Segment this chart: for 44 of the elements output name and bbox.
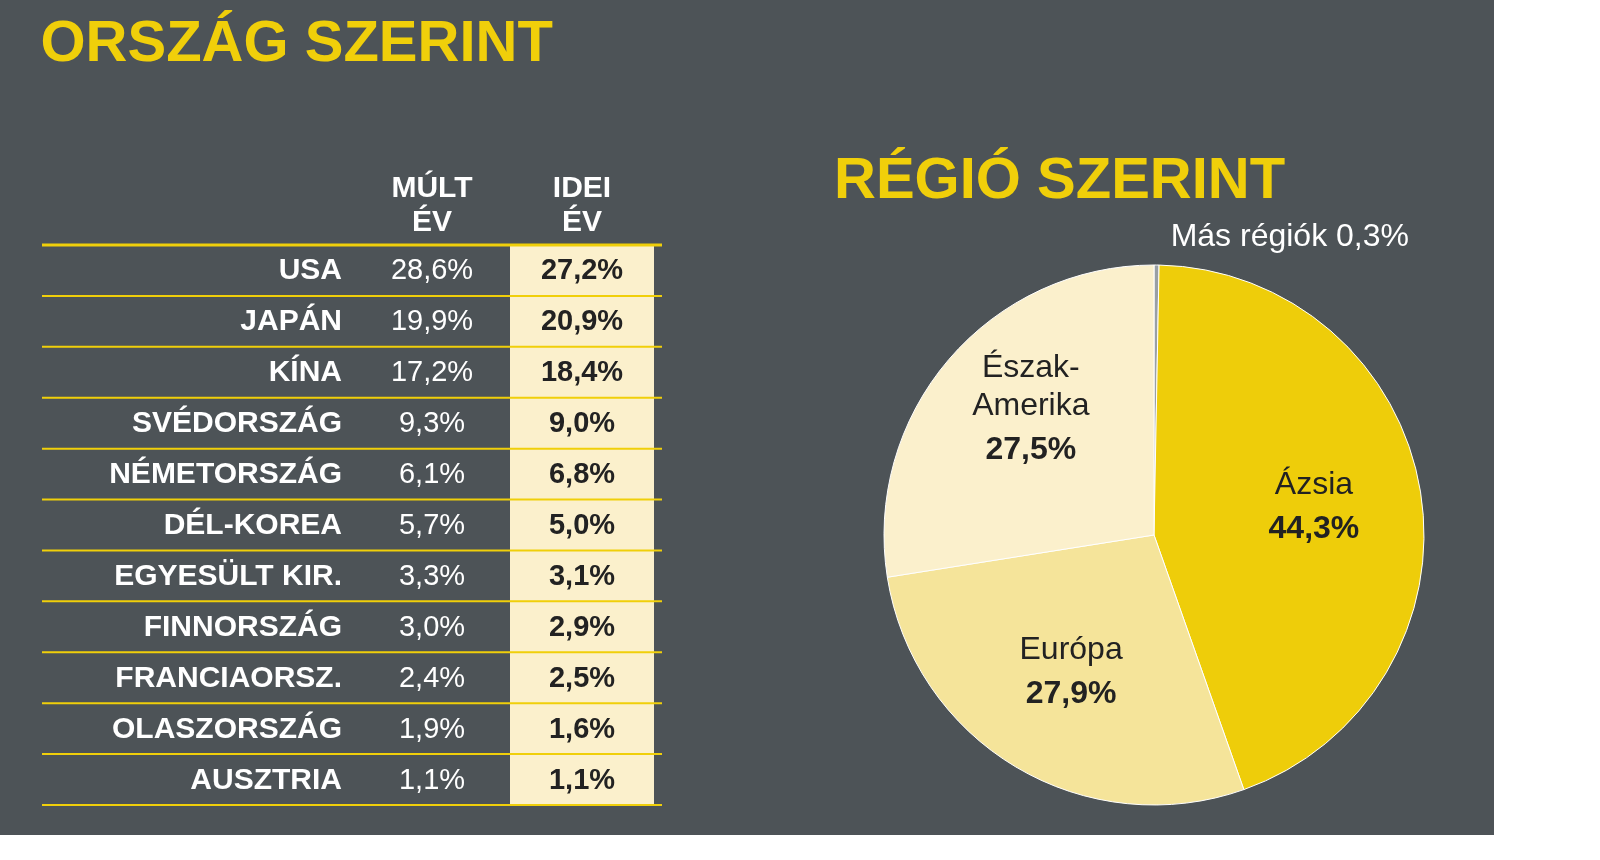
slice-label: Észak-Amerika [972,347,1090,422]
data-label: 1,1% [548,762,616,795]
category-label: EGYESÜLT KIR. [114,557,342,591]
data-label: 18,4% [540,355,624,388]
data-label: 2,5% [548,660,616,693]
data-label: 2,9% [548,609,616,642]
data-label: 27,2% [540,253,624,286]
data-label: 44,3% [1268,509,1360,546]
data-label: 6,8% [548,457,616,490]
series-label: IDEI ÉV [552,170,612,237]
category-label: NÉMETORSZÁG [109,456,342,490]
data-label: 5,7% [398,508,466,540]
slice-label: Más régiók 0,3% [1170,217,1409,254]
category-label: FINNORSZÁG [143,608,342,642]
data-label: 17,2% [390,355,474,388]
category-label: DÉL-KOREA [163,507,342,540]
data-label: 1,6% [548,711,616,744]
data-label: 9,0% [548,406,616,439]
category-label: KÍNA [268,354,342,388]
data-label: 19,9% [390,304,474,337]
category-label: USA [278,252,342,286]
data-label: 3,1% [548,558,616,591]
data-label: 2,4% [398,660,466,693]
data-label: 3,3% [398,558,466,591]
text: MÚLT ÉV [391,170,473,237]
slice-label: Európa [1019,630,1123,667]
category-label: JAPÁN [240,303,342,337]
category-label: OLASZORSZÁG [112,710,342,744]
data-label: 1,1% [398,762,466,795]
data-label: 27,9% [1025,674,1117,711]
data-label: 5,0% [548,508,616,540]
text: ORSZÁG SZERINT [40,8,553,73]
data-label: 27,5% [985,429,1077,466]
data-label: 20,9% [540,304,624,337]
data-label: 3,0% [398,609,466,642]
category-label: AUSZTRIA [190,761,342,795]
data-label: 1,9% [398,711,466,744]
data-label: 6,1% [398,457,466,490]
data-label: 9,3% [398,406,466,439]
chart-title: RÉGIÓ SZERINT [834,145,1286,211]
slice-label: Ázsia [1274,465,1354,502]
data-label: 28,6% [390,253,474,286]
category-label: FRANCIAORSZ. [115,659,342,693]
category-label: SVÉDORSZÁG [131,405,342,439]
